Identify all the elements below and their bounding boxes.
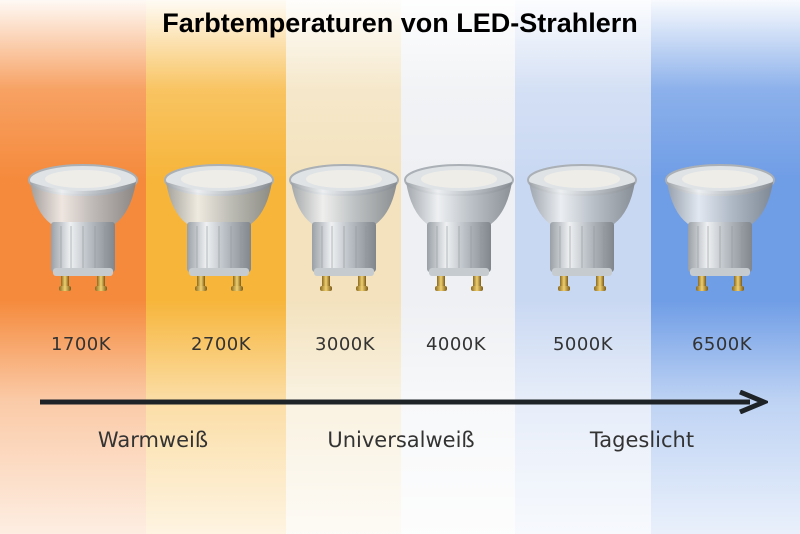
category-label-universalweiss: Universalweiß — [327, 428, 475, 452]
led-bulb-icon — [664, 162, 776, 294]
category-label-warmweiss: Warmweiß — [97, 428, 209, 452]
led-bulb-icon — [403, 162, 515, 294]
kelvin-label: 1700K — [50, 334, 112, 355]
led-bulb-icon — [27, 162, 139, 294]
kelvin-label: 6500K — [691, 334, 753, 355]
arrow-right-icon — [40, 390, 768, 414]
kelvin-label: 3000K — [314, 334, 376, 355]
category-label-tageslicht: Tageslicht — [589, 428, 695, 452]
led-bulb-icon — [288, 162, 400, 294]
led-bulb-icon — [526, 162, 638, 294]
led-bulb-icon — [163, 162, 275, 294]
kelvin-label: 2700K — [190, 334, 252, 355]
page-title: Farbtemperaturen von LED-Strahlern — [162, 8, 638, 38]
kelvin-label: 5000K — [552, 334, 614, 355]
kelvin-label: 4000K — [425, 334, 487, 355]
